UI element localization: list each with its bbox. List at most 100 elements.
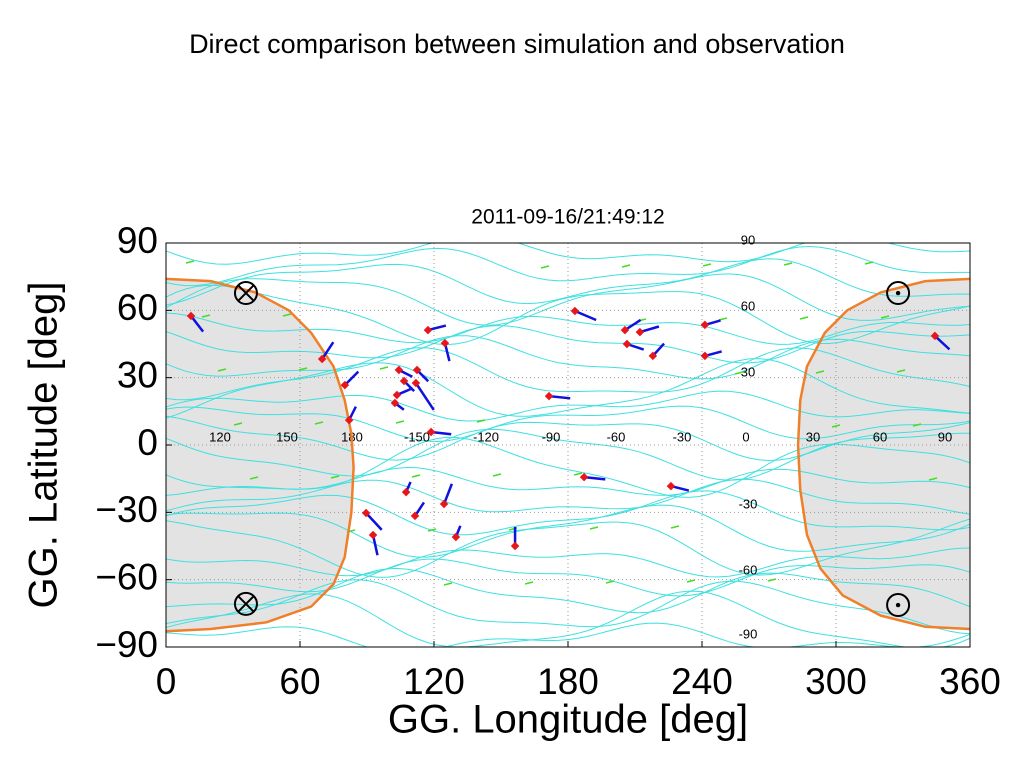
flow-arrow <box>589 526 599 530</box>
station <box>401 487 411 497</box>
station <box>930 331 940 341</box>
mlon-label: -30 <box>673 429 692 444</box>
flow-arrow <box>233 422 243 426</box>
station <box>635 327 645 337</box>
y-tick-label: 90 <box>117 220 158 261</box>
observed-vector <box>365 512 383 531</box>
station <box>361 508 371 518</box>
station <box>340 380 350 390</box>
flow-arrow <box>621 264 631 268</box>
mlon-label: -60 <box>607 429 626 444</box>
pole-x <box>237 284 255 302</box>
mlat-label: 90 <box>741 232 755 247</box>
mlat-label: -90 <box>739 626 758 641</box>
mlon-label: -90 <box>542 429 561 444</box>
station <box>392 390 402 400</box>
pole-circle <box>233 591 258 616</box>
flow-arrow <box>896 369 906 373</box>
flow-arrow <box>912 423 922 427</box>
mlon-label: 30 <box>806 429 820 444</box>
station <box>426 427 436 437</box>
pole-cross <box>233 591 258 616</box>
x-tick-label: 360 <box>939 661 1001 702</box>
observed-vector <box>321 341 335 360</box>
pole-circle <box>886 593 911 618</box>
observed-vector <box>574 309 597 322</box>
y-tick-label: 60 <box>117 287 158 328</box>
night-layer <box>166 243 970 647</box>
station <box>622 339 632 349</box>
y-axis-label: GG. Latitude [deg] <box>22 282 66 609</box>
observed-vector <box>414 382 435 411</box>
station <box>439 499 449 509</box>
observed-vector <box>344 370 360 386</box>
terminator-line <box>796 277 971 631</box>
flow-arrow <box>831 424 841 428</box>
mlon-label: -150 <box>404 429 430 444</box>
flow-arrow <box>411 474 421 478</box>
station <box>666 481 676 491</box>
night-region <box>166 243 354 647</box>
flow-arrow <box>799 316 809 320</box>
flow-arrow <box>217 368 227 372</box>
x-tick-label: 60 <box>279 661 320 702</box>
mlon-label: 120 <box>209 429 231 444</box>
station <box>579 472 589 482</box>
pole-dot <box>886 281 911 306</box>
station <box>410 511 420 521</box>
pole-cross <box>233 281 258 306</box>
flow-arrow <box>185 260 195 264</box>
pole-circle <box>886 281 911 306</box>
pole-dot <box>886 593 911 618</box>
station <box>648 351 658 361</box>
station <box>412 365 422 375</box>
flow-line <box>166 243 970 265</box>
flow-line <box>166 245 970 287</box>
flow-arrow <box>702 263 712 267</box>
chart-title: Direct comparison between simulation and… <box>189 29 845 59</box>
flow-arrow <box>880 315 890 319</box>
flow-line <box>166 312 970 345</box>
x-tick-label: 0 <box>156 661 177 702</box>
mlat-label: 60 <box>741 298 755 313</box>
station <box>411 378 421 388</box>
flow-arrow <box>540 265 550 269</box>
flow-arrow <box>314 421 324 425</box>
pole-x <box>237 595 255 613</box>
observed-vector <box>934 335 951 351</box>
y-tick-label: 0 <box>137 422 158 463</box>
station <box>451 532 461 542</box>
flow-arrow <box>718 317 728 321</box>
flow-arrow <box>573 472 583 476</box>
observed-vector <box>624 318 642 332</box>
mlon-label: 60 <box>873 429 887 444</box>
flow-arrow <box>492 473 502 477</box>
flow-arrow <box>298 367 308 371</box>
station <box>544 391 554 401</box>
mlat-label: -60 <box>739 562 758 577</box>
station <box>394 365 404 375</box>
flow-arrow <box>686 579 696 583</box>
terminator-line <box>165 277 355 633</box>
flow-arrow <box>427 528 437 532</box>
flow-line <box>166 284 970 346</box>
flow-arrow <box>201 314 211 318</box>
x-tick-label: 120 <box>403 661 465 702</box>
y-tick-label: −60 <box>95 556 158 597</box>
x-tick-label: 240 <box>671 661 733 702</box>
station <box>390 398 400 408</box>
station <box>570 306 580 316</box>
mlat-label: 30 <box>741 364 755 379</box>
flow-arrow <box>379 366 389 370</box>
flow-arrow <box>249 476 259 480</box>
flow-arrow <box>815 370 825 374</box>
y-tick-label: 30 <box>117 354 158 395</box>
flow-arrow <box>864 261 874 265</box>
mlon-label: 0 <box>742 429 749 444</box>
pole-center <box>895 290 901 296</box>
mlon-label: -120 <box>473 429 499 444</box>
pole-center <box>895 602 901 608</box>
flow-arrow <box>282 313 292 317</box>
